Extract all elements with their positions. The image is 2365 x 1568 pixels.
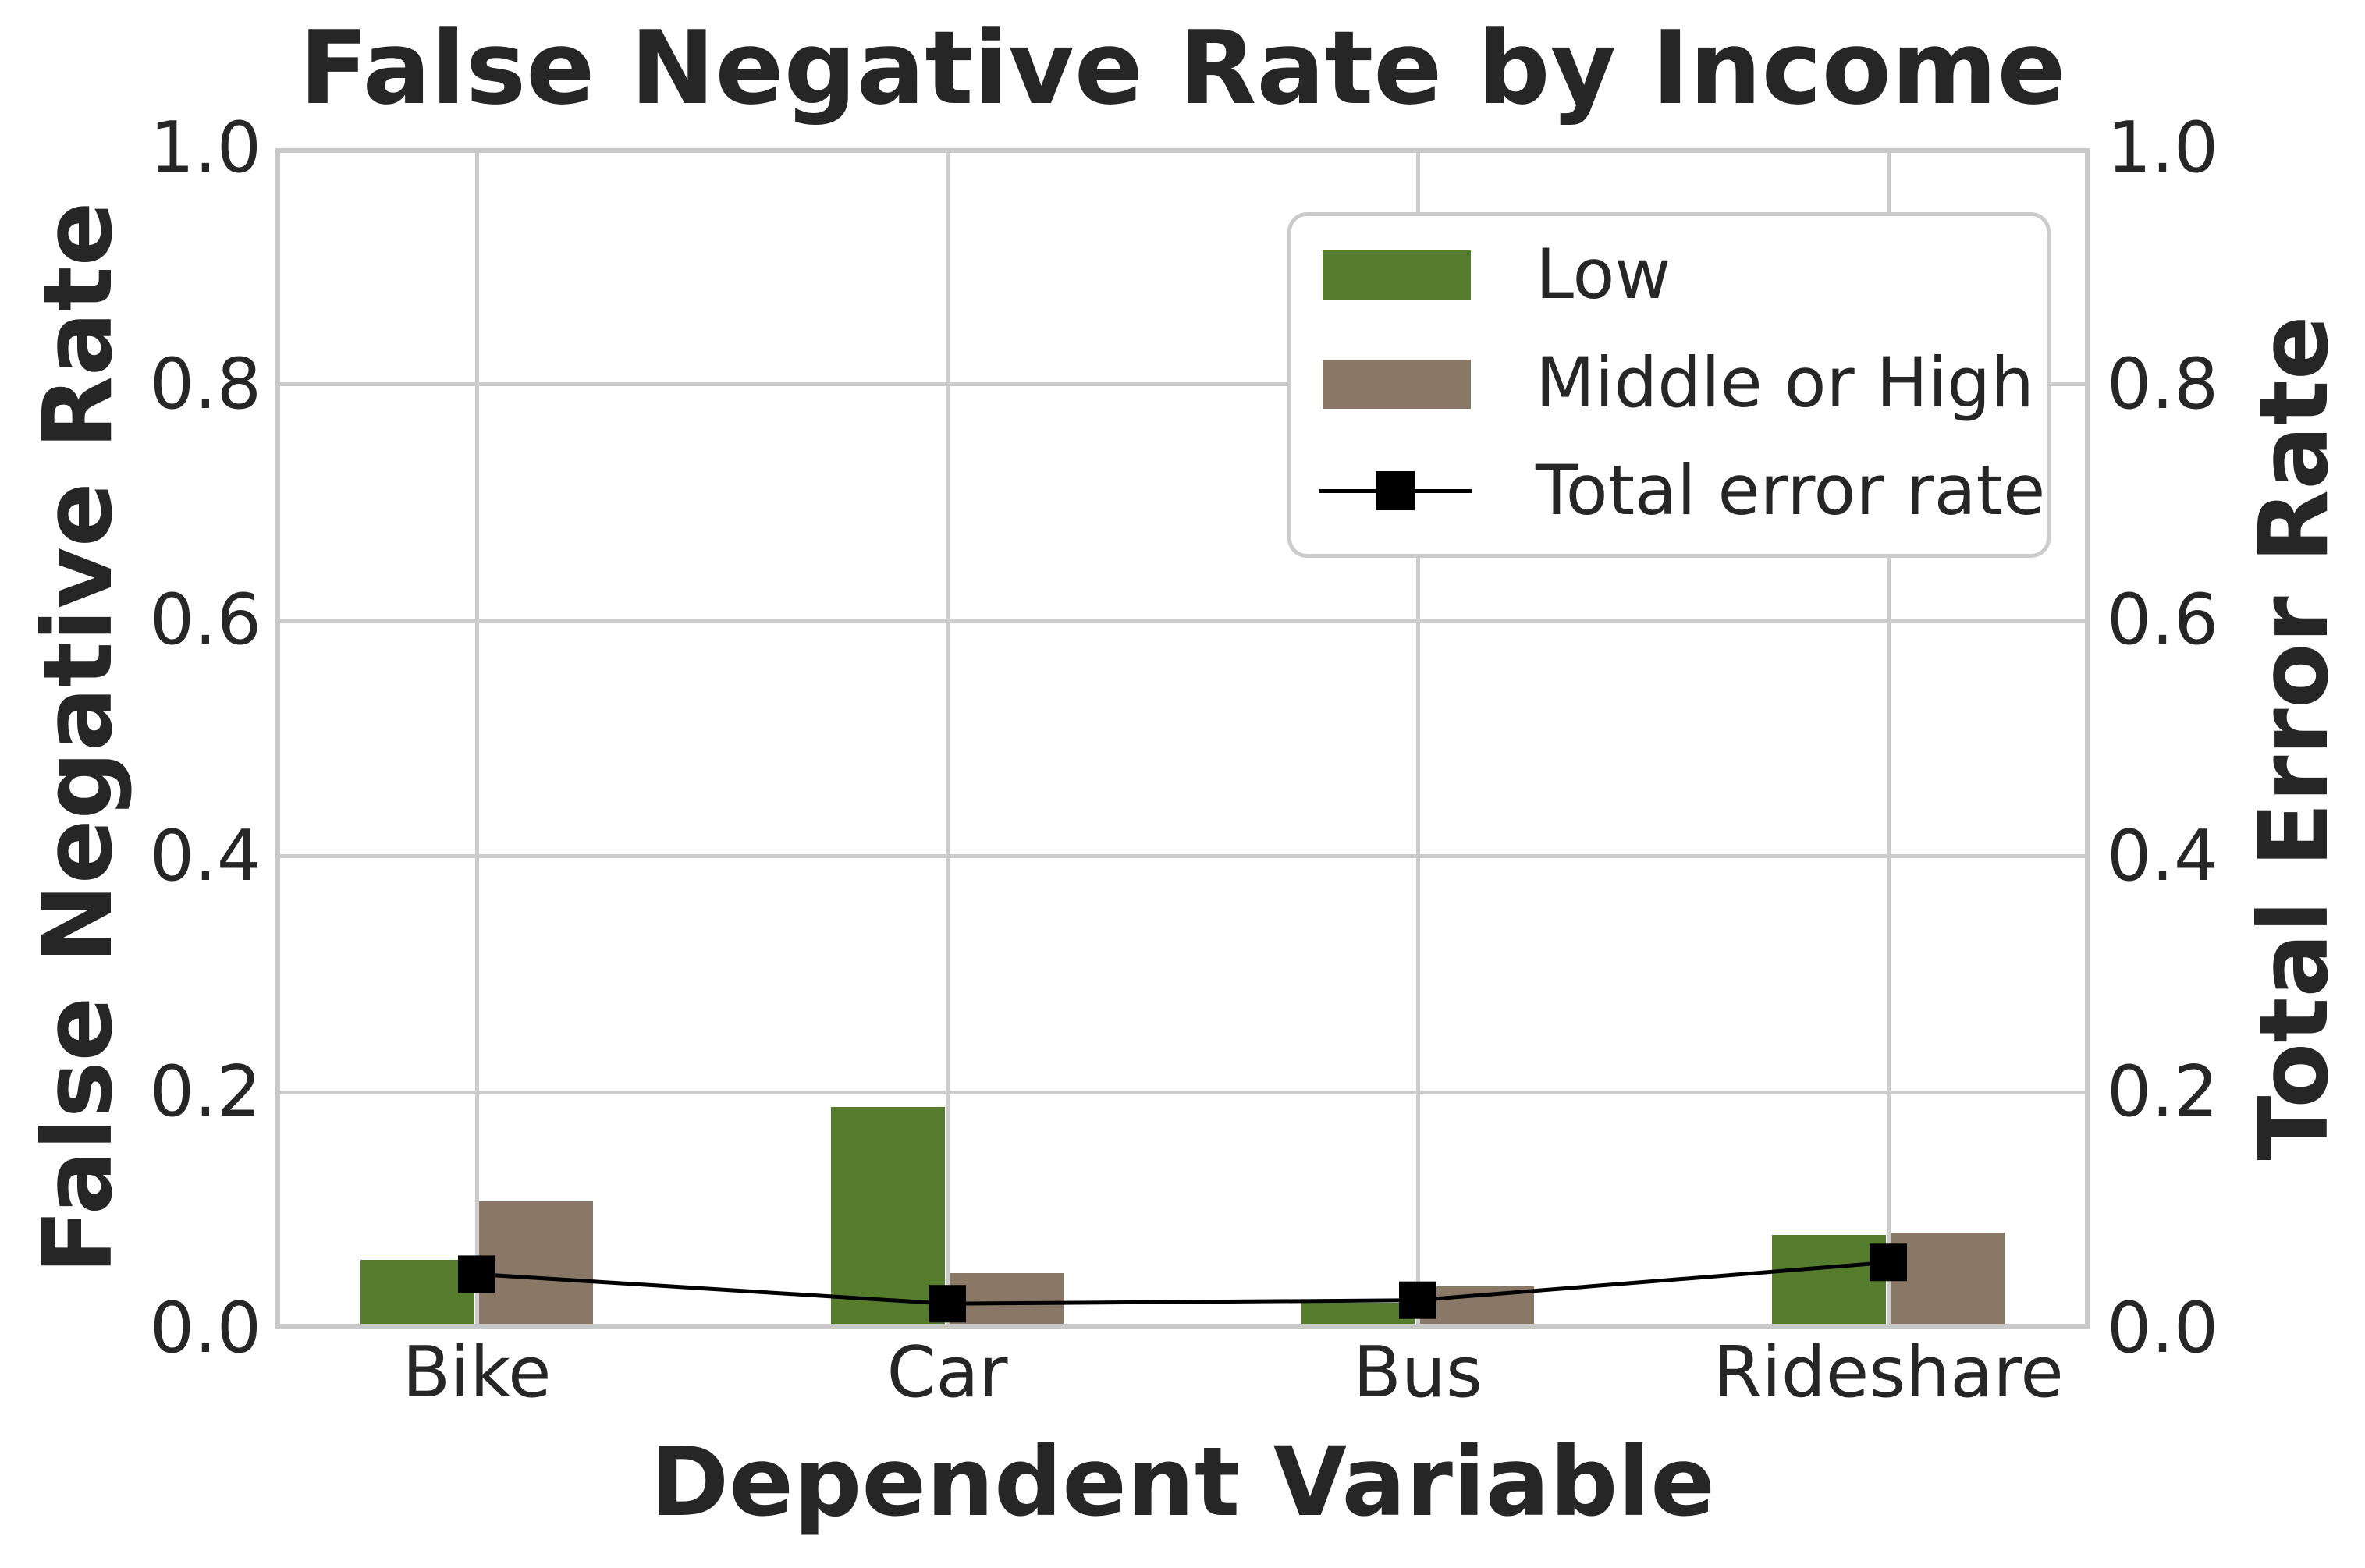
x-axis-label: Dependent Variable bbox=[650, 1427, 1715, 1538]
bar-low-car bbox=[831, 1107, 945, 1329]
gridline-vertical bbox=[945, 148, 950, 1329]
gridline-vertical bbox=[1415, 148, 1420, 1329]
bar-middle-or-high-rideshare bbox=[1891, 1233, 2005, 1329]
y-tick-label-right: 0.6 bbox=[2107, 579, 2219, 662]
x-tick-label: Bus bbox=[1353, 1332, 1483, 1414]
y-tick-label-left: 1.0 bbox=[149, 107, 261, 189]
bar-middle-or-high-bike bbox=[479, 1201, 593, 1329]
y-tick-label-right: 0.2 bbox=[2107, 1051, 2219, 1133]
gridline-horizontal bbox=[275, 1090, 2090, 1094]
legend-label-middle-or-high: Middle or High bbox=[1536, 342, 2034, 423]
x-tick-label: Car bbox=[886, 1332, 1008, 1414]
legend: Low Middle or High Total error rate bbox=[1287, 212, 2051, 558]
gridline-horizontal bbox=[275, 618, 2090, 623]
gridline-horizontal bbox=[275, 854, 2090, 859]
x-tick-label: Rideshare bbox=[1713, 1332, 2064, 1414]
y-tick-label-left: 0.0 bbox=[149, 1287, 261, 1369]
legend-square-marker-icon bbox=[1376, 471, 1415, 510]
bar-low-bike bbox=[360, 1260, 474, 1329]
gridline-vertical bbox=[1886, 148, 1891, 1329]
bar-middle-or-high-bus bbox=[1420, 1286, 1534, 1329]
bar-low-rideshare bbox=[1772, 1235, 1886, 1329]
y-tick-label-left: 0.6 bbox=[149, 579, 261, 662]
y-tick-label-right: 0.0 bbox=[2107, 1287, 2219, 1369]
chart-title: False Negative Rate by Income bbox=[299, 9, 2066, 127]
y-tick-label-right: 0.4 bbox=[2107, 814, 2219, 897]
y-tick-label-left: 0.4 bbox=[149, 814, 261, 897]
legend-swatch-low bbox=[1323, 250, 1471, 300]
bar-middle-or-high-car bbox=[950, 1273, 1064, 1329]
legend-label-total-error-rate: Total error rate bbox=[1536, 450, 2046, 530]
y-axis-label-right: Total Error Rate bbox=[2239, 315, 2349, 1161]
x-tick-label: Bike bbox=[402, 1332, 552, 1414]
y-tick-label-left: 0.2 bbox=[149, 1051, 261, 1133]
y-tick-label-right: 1.0 bbox=[2107, 107, 2219, 189]
bar-low-bus bbox=[1301, 1303, 1415, 1329]
y-tick-label-left: 0.8 bbox=[149, 342, 261, 425]
legend-label-low: Low bbox=[1536, 234, 1671, 314]
gridline-vertical bbox=[474, 148, 479, 1329]
gridline-horizontal bbox=[275, 382, 2090, 387]
legend-swatch-middle-or-high bbox=[1323, 360, 1471, 409]
y-tick-label-right: 0.8 bbox=[2107, 342, 2219, 425]
